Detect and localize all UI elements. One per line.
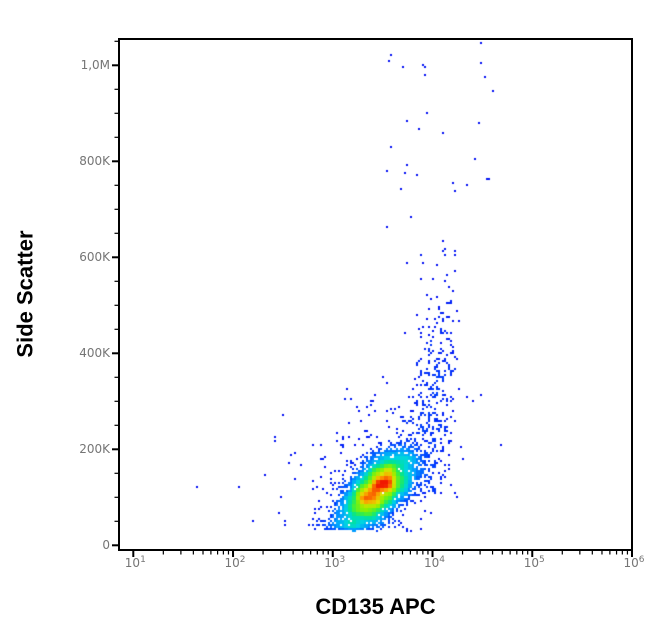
- y-axis-title: Side Scatter: [12, 230, 38, 358]
- x-tick-label: 105: [523, 555, 545, 570]
- x-tick-label: 104: [424, 555, 446, 570]
- y-tick-label: 600K: [79, 249, 110, 264]
- x-tick-label: 102: [224, 555, 246, 570]
- y-tick-label: 400K: [79, 345, 110, 360]
- y-tick-label: 200K: [79, 441, 110, 456]
- x-tick-label: 106: [623, 555, 645, 570]
- y-tick-label: 800K: [79, 153, 110, 168]
- y-tick-label: 1,0M: [80, 57, 110, 72]
- y-tick-label: 0: [102, 537, 110, 552]
- x-tick-label: 103: [324, 555, 346, 570]
- x-axis-title: CD135 APC: [315, 594, 436, 619]
- x-tick-label: 101: [124, 555, 146, 570]
